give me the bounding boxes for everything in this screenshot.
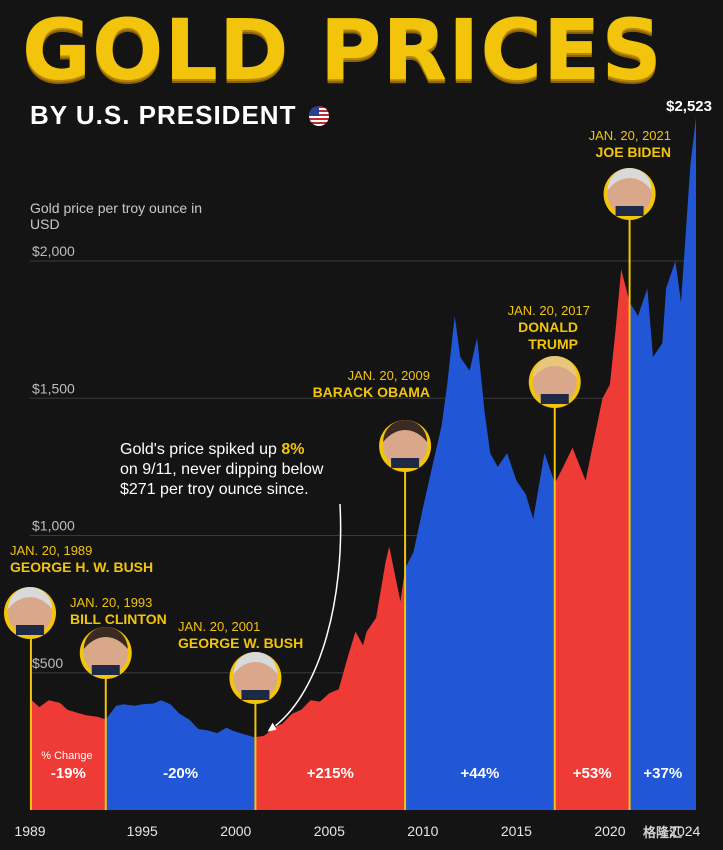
barack-obama-portrait <box>379 420 432 472</box>
president-date: JAN. 20, 2017 <box>508 303 590 318</box>
watermark: 格隆汇 <box>643 825 683 840</box>
president-date: JAN. 20, 2001 <box>178 619 260 634</box>
president-name: BARACK OBAMA <box>313 384 430 400</box>
portrait-suit <box>16 625 44 635</box>
bill-clinton-portrait <box>79 627 132 679</box>
x-tick-label: 2024 <box>669 823 700 839</box>
president-name: BILL CLINTON <box>70 611 167 627</box>
president-date: JAN. 20, 2009 <box>348 368 430 383</box>
annotation-arrowhead <box>267 722 277 732</box>
portrait-suit <box>615 206 644 216</box>
y-tick-label: $2,000 <box>32 243 75 259</box>
peak-price-label: $2,523 <box>666 98 712 115</box>
portrait-hair <box>383 420 428 442</box>
percent-change-label: +44% <box>461 765 500 782</box>
term-area-blue <box>629 117 696 810</box>
portrait-hair <box>83 627 128 649</box>
president-name: TRUMP <box>528 336 578 352</box>
y-tick-label: $1,500 <box>32 380 75 396</box>
x-tick-label: 2010 <box>407 823 438 839</box>
portrait-hair <box>607 168 652 190</box>
president-name: JOE BIDEN <box>596 144 671 160</box>
donald-trump-portrait <box>528 356 581 408</box>
annotation-arrow <box>275 503 342 727</box>
percent-change-label: +53% <box>573 765 612 782</box>
annotation-line: $271 per troy ounce since. <box>120 481 309 498</box>
chart-subtitle: BY U.S. PRESIDENT <box>30 100 297 130</box>
portrait-suit <box>91 665 120 675</box>
george-hw-bush-portrait <box>4 587 56 639</box>
x-tick-label: 2015 <box>501 823 532 839</box>
george-w-bush-portrait <box>229 652 282 704</box>
portrait-suit <box>540 394 569 404</box>
portrait-face <box>532 360 577 404</box>
portrait-suit <box>241 690 270 700</box>
joe-biden-portrait <box>603 168 656 220</box>
portrait-hair <box>233 652 278 674</box>
x-tick-label: 2000 <box>220 823 251 839</box>
president-name: DONALD <box>518 319 578 335</box>
percent-change-label: -19% <box>51 765 86 782</box>
president-name: GEORGE H. W. BUSH <box>10 559 153 575</box>
term-area-red <box>30 117 106 810</box>
y-tick-label: $1,000 <box>32 518 75 534</box>
x-tick-label: 2020 <box>594 823 625 839</box>
president-date: JAN. 20, 1993 <box>70 595 152 610</box>
y-axis-label: Gold price per troy ounce in USD <box>30 200 202 232</box>
percent-change-label: +37% <box>643 765 682 782</box>
x-tick-label: 1995 <box>127 823 158 839</box>
president-date: JAN. 20, 1989 <box>10 543 92 558</box>
portrait-suit <box>391 458 420 468</box>
president-name: GEORGE W. BUSH <box>178 635 303 651</box>
percent-change-header: % Change <box>41 750 92 762</box>
annotation-line: Gold's price spiked up 8% <box>120 441 304 458</box>
president-date: JAN. 20, 2021 <box>589 128 671 143</box>
us-flag-icon <box>309 106 329 126</box>
x-tick-label: 1989 <box>14 823 45 839</box>
term-area-blue <box>405 117 555 810</box>
portrait-hair <box>532 356 577 378</box>
portrait-face <box>83 631 128 675</box>
portrait-face <box>607 172 652 216</box>
x-tick-label: 2005 <box>314 823 345 839</box>
y-tick-label: $500 <box>32 655 63 671</box>
annotation-line: on 9/11, never dipping below <box>120 461 324 478</box>
portrait-face <box>8 591 52 635</box>
portrait-face <box>233 656 278 700</box>
percent-change-label: +215% <box>307 765 354 782</box>
portrait-face <box>383 424 428 468</box>
percent-change-label: -20% <box>163 765 198 782</box>
chart-title: GOLD PRICES <box>22 1 663 99</box>
portrait-hair <box>8 587 52 609</box>
